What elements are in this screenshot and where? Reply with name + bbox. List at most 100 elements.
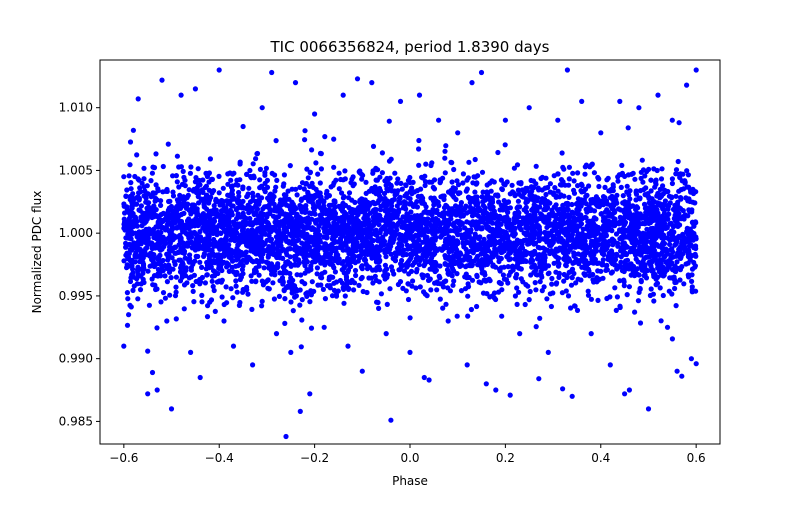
data-point	[186, 275, 192, 281]
data-point	[438, 233, 444, 240]
data-point	[209, 278, 215, 284]
data-point	[124, 322, 131, 328]
data-point	[263, 279, 269, 285]
data-point	[628, 203, 635, 209]
data-point	[422, 235, 428, 241]
data-point	[659, 221, 665, 228]
data-point	[585, 288, 591, 294]
data-point	[414, 213, 420, 219]
data-point	[168, 275, 174, 281]
data-point	[255, 226, 261, 232]
data-point	[499, 186, 505, 193]
data-point	[236, 193, 242, 199]
data-point	[532, 240, 539, 246]
data-point	[158, 202, 164, 208]
data-point	[657, 195, 663, 201]
data-point	[609, 237, 615, 243]
data-point	[575, 183, 581, 189]
data-point	[611, 207, 617, 213]
data-point	[219, 294, 225, 300]
data-point	[159, 267, 165, 274]
data-point	[218, 217, 224, 223]
data-point	[408, 268, 415, 274]
data-point	[506, 272, 512, 278]
data-point	[423, 161, 429, 167]
data-point	[285, 188, 291, 194]
data-point	[321, 234, 327, 240]
data-point	[388, 213, 394, 220]
data-point	[382, 178, 388, 184]
data-point	[171, 259, 177, 265]
data-point	[519, 187, 525, 193]
data-point	[235, 211, 241, 217]
data-point	[637, 196, 643, 202]
data-point	[128, 186, 134, 192]
data-point	[579, 189, 585, 195]
data-point	[359, 274, 365, 281]
data-point	[254, 150, 261, 157]
data-point	[630, 239, 636, 245]
data-point	[496, 199, 502, 205]
data-point	[138, 240, 144, 246]
data-point	[489, 220, 496, 226]
data-point	[215, 270, 221, 277]
data-point	[563, 288, 569, 294]
data-point	[571, 252, 577, 258]
data-point	[303, 250, 309, 256]
data-point	[527, 288, 533, 295]
data-point	[493, 192, 499, 198]
data-point	[139, 223, 145, 229]
data-point	[329, 293, 336, 299]
data-point	[438, 281, 444, 287]
data-point	[186, 257, 192, 263]
data-point	[470, 180, 476, 186]
data-point	[548, 303, 555, 310]
data-point	[219, 267, 225, 274]
data-point	[512, 256, 518, 262]
data-point	[167, 239, 174, 245]
data-point	[228, 286, 234, 292]
data-point	[612, 262, 618, 268]
data-point	[165, 141, 171, 147]
data-point	[532, 194, 538, 200]
data-point	[182, 268, 188, 275]
data-point	[479, 225, 485, 231]
data-point	[476, 279, 482, 285]
data-point	[302, 137, 308, 143]
data-point	[623, 258, 629, 264]
data-point	[539, 187, 545, 193]
data-point	[307, 299, 313, 305]
data-point	[574, 216, 580, 222]
data-point	[377, 267, 383, 273]
data-point	[287, 223, 293, 230]
data-point	[276, 227, 282, 233]
data-point	[624, 292, 630, 298]
data-point	[399, 186, 405, 192]
data-point	[527, 233, 533, 239]
data-point	[607, 188, 613, 194]
data-point	[475, 246, 481, 252]
data-point	[437, 246, 443, 252]
data-point	[575, 170, 581, 176]
data-point	[245, 291, 251, 297]
data-point	[166, 198, 172, 205]
data-point	[265, 285, 271, 291]
data-point	[514, 271, 520, 278]
data-point	[497, 231, 503, 237]
data-point	[379, 150, 385, 156]
data-point	[173, 173, 179, 179]
data-point	[546, 212, 552, 218]
data-point	[553, 202, 559, 208]
data-point	[235, 242, 241, 248]
data-point	[204, 262, 211, 268]
data-point	[515, 187, 522, 193]
data-point	[391, 256, 397, 262]
data-point	[124, 206, 130, 212]
data-point	[481, 236, 487, 242]
data-point	[673, 193, 679, 199]
data-point	[346, 190, 353, 196]
data-point	[465, 313, 471, 319]
data-point	[496, 279, 502, 286]
data-point	[450, 185, 456, 191]
